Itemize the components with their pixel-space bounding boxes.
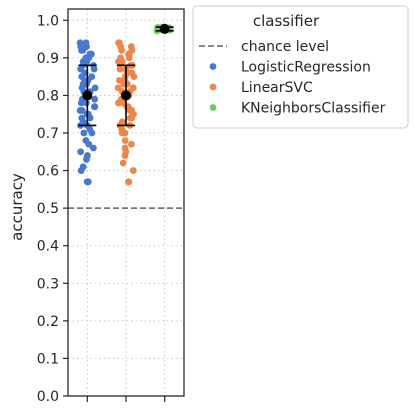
y-tick-label: 0.1	[37, 351, 59, 367]
data-point	[82, 137, 90, 144]
data-point	[128, 140, 135, 148]
data-point	[88, 73, 96, 81]
data-points	[76, 23, 174, 186]
data-point	[116, 65, 124, 73]
legend-label: LinearSVC	[241, 80, 313, 96]
data-point	[129, 84, 137, 92]
axes-frame	[67, 8, 185, 397]
y-tick-label: 0.2	[37, 314, 59, 330]
legend-title: classifier	[253, 12, 320, 30]
data-point	[91, 84, 99, 92]
y-tick-labels: 0.0 0.1 0.2 0.3 0.4 0.5 0.6 0.7 0.8 0.9 1.0	[37, 13, 59, 405]
error-bars	[78, 23, 174, 127]
legend-marker-swatch	[209, 104, 217, 111]
y-tick-label: 1.0	[37, 13, 59, 29]
data-point	[117, 54, 124, 62]
legend-label: chance level	[241, 39, 329, 55]
data-point	[91, 95, 99, 103]
data-point	[86, 50, 94, 58]
mean-marker	[159, 23, 170, 34]
mean-marker	[121, 90, 131, 101]
y-tick-label: 0.4	[37, 239, 59, 255]
y-tick-label: 0.6	[37, 164, 59, 180]
mean-marker	[82, 90, 93, 101]
data-point	[77, 148, 84, 156]
data-point	[78, 114, 86, 122]
legend-label: LogisticRegression	[241, 60, 371, 76]
y-tick-label: 0.0	[37, 389, 59, 405]
data-point	[119, 159, 127, 167]
y-tick-label: 0.9	[37, 51, 59, 67]
y-axis-label: accuracy	[8, 173, 26, 241]
data-point	[84, 178, 92, 186]
data-point	[80, 129, 88, 137]
y-tick-label: 0.5	[37, 201, 59, 217]
data-point	[127, 43, 135, 50]
data-point	[129, 167, 137, 174]
data-point	[82, 39, 90, 47]
y-tick-label: 0.3	[37, 276, 59, 292]
data-point	[79, 163, 87, 171]
data-point	[116, 76, 123, 84]
data-point	[124, 178, 132, 186]
data-point	[76, 107, 84, 114]
data-point	[89, 144, 97, 152]
axes	[63, 8, 185, 402]
data-point	[115, 39, 123, 47]
data-point	[84, 152, 91, 159]
data-point	[121, 144, 129, 152]
data-point	[121, 137, 129, 144]
legend: classifier chance level LogisticRegressio…	[192, 5, 409, 129]
legend-frame	[192, 5, 409, 129]
data-point	[76, 39, 84, 47]
data-point	[114, 84, 122, 92]
y-tick-label: 0.8	[37, 88, 59, 104]
data-point	[118, 118, 126, 126]
data-point	[91, 103, 99, 111]
legend-marker-swatch	[209, 63, 217, 70]
legend-label: KNeighborsClassifier	[241, 101, 386, 117]
y-tick-label: 0.7	[37, 126, 59, 142]
legend-marker-swatch	[209, 83, 217, 91]
